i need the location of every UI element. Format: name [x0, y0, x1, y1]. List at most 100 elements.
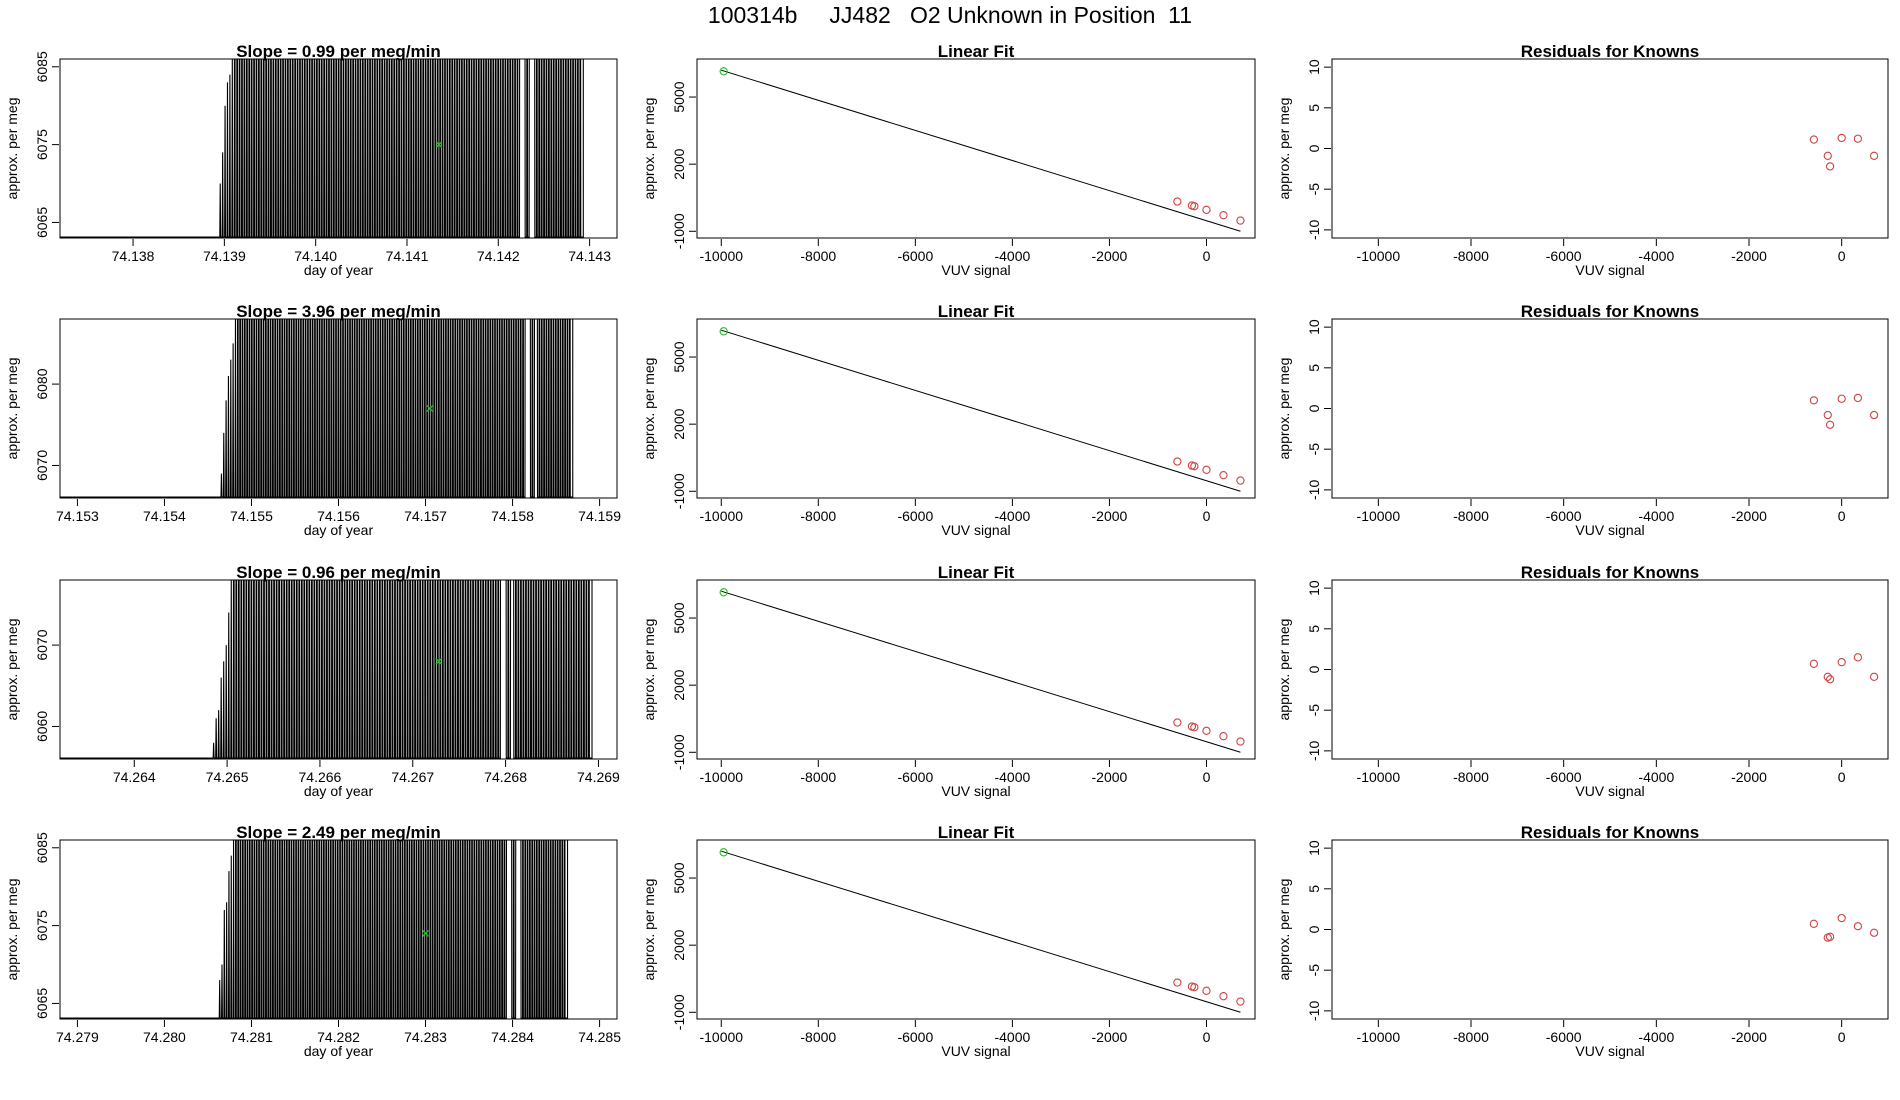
y-tick-label: 6065 [34, 988, 50, 1019]
residual-point [1869, 151, 1879, 160]
y-tick-label: 2000 [671, 148, 687, 179]
x-tick-label: 74.284 [491, 1029, 534, 1045]
y-tick-label: 5000 [671, 862, 687, 893]
x-tick-label: -10000 [1357, 248, 1401, 264]
y-axis-label: approx. per meg [4, 619, 20, 721]
linear-fit-title: Linear Fit [938, 823, 1015, 842]
time-series-panel: 74.138 74.139 74.140 74.141 74.142 74.143 6065… [4, 42, 618, 278]
y-axis-label: approx. per meg [641, 98, 657, 200]
x-tick-label: 74.281 [230, 1029, 273, 1045]
unknown-point-marker [422, 929, 430, 937]
x-tick-label: 74.141 [386, 248, 429, 264]
x-tick-label: -10000 [1357, 769, 1401, 785]
known-point [1190, 983, 1199, 992]
plot-frame [1331, 839, 1889, 1020]
time-series-panel: 74.279 74.280 74.281 74.282 74.283 74.284 74.2… [4, 823, 621, 1059]
y-tick-label: 5000 [671, 602, 687, 633]
x-tick-label: 0 [1203, 508, 1211, 524]
residual-point [1837, 394, 1846, 403]
x-tick-label: -8000 [800, 508, 836, 524]
x-tick-label: -4000 [1638, 248, 1674, 264]
residual-point [1853, 922, 1863, 931]
plot-frame [1331, 58, 1889, 239]
y-axis-label: approx. per meg [1276, 619, 1292, 721]
residual-point [1825, 420, 1835, 429]
x-tick-label: 74.283 [404, 1029, 447, 1045]
x-tick-label: -8000 [800, 1029, 836, 1045]
x-tick-label: 74.267 [391, 769, 434, 785]
known-point [1219, 211, 1228, 220]
y-tick-label: 5000 [671, 341, 687, 372]
y-tick-label: 0 [1306, 925, 1322, 933]
y-tick-label: -1000 [671, 213, 687, 249]
trace-group [60, 840, 569, 1019]
linear-fit-panel: -10000 -8000 -6000 -4000 -2000 0 -1000 2000 5000… [641, 42, 1256, 278]
known-point [1202, 205, 1211, 214]
plot-frame [696, 318, 1256, 499]
plot-frame [59, 579, 618, 760]
residual-point [1823, 151, 1832, 160]
x-tick-label: -2000 [1092, 508, 1128, 524]
x-tick-label: -8000 [800, 769, 836, 785]
y-tick-label: 0 [1306, 404, 1322, 412]
x-tick-label: -10000 [1357, 508, 1401, 524]
x-tick-label: -10000 [699, 769, 743, 785]
x-tick-label: -2000 [1731, 1029, 1767, 1045]
y-tick-label: 6070 [34, 450, 50, 481]
x-tick-label: 0 [1203, 1029, 1211, 1045]
residuals-panel: -10000 -8000 -6000 -4000 -2000 0 -10 -5 0 5 10 Resi… [1276, 42, 1889, 278]
plot-frame [696, 579, 1256, 760]
y-tick-label: 6085 [34, 832, 50, 863]
x-tick-label: -2000 [1092, 1029, 1128, 1045]
x-tick-label: -10000 [699, 1029, 743, 1045]
unknown-point [719, 327, 728, 336]
x-tick-label: -10000 [699, 248, 743, 264]
x-tick-label: 74.153 [56, 508, 99, 524]
x-axis-label: day of year [304, 522, 374, 538]
residual-point [1825, 675, 1835, 684]
y-axis-label: approx. per meg [1276, 879, 1292, 981]
known-point [1173, 457, 1182, 466]
x-tick-label: -6000 [897, 248, 933, 264]
x-tick-label: 0 [1203, 769, 1211, 785]
x-tick-label: -6000 [897, 769, 933, 785]
y-tick-label: 10 [1306, 59, 1322, 75]
residuals-panel: -10000 -8000 -6000 -4000 -2000 0 -10 -5 0 5 10 Resi… [1276, 302, 1889, 538]
x-tick-label: -8000 [800, 248, 836, 264]
unknown-point [719, 848, 728, 857]
x-tick-label: -4000 [1638, 769, 1674, 785]
x-axis-label: VUV signal [1575, 1043, 1644, 1059]
y-axis-label: approx. per meg [641, 619, 657, 721]
known-point [1219, 471, 1228, 480]
y-tick-label: 0 [1306, 665, 1322, 673]
y-tick-label: 5000 [671, 81, 687, 112]
x-tick-label: -2000 [1731, 508, 1767, 524]
y-tick-label: 5 [1306, 104, 1322, 112]
unknown-point [719, 67, 728, 76]
y-tick-label: -5 [1306, 183, 1322, 196]
x-tick-label: 74.265 [206, 769, 249, 785]
trace-line [212, 580, 593, 759]
residuals-title: Residuals for Knowns [1521, 823, 1700, 842]
x-axis-label: VUV signal [1575, 783, 1644, 799]
x-tick-label: 74.156 [317, 508, 360, 524]
plot-frame [59, 58, 618, 239]
known-point [1190, 202, 1199, 211]
x-tick-label: 74.279 [56, 1029, 99, 1045]
x-tick-label: -4000 [1638, 1029, 1674, 1045]
known-point [1173, 718, 1182, 727]
residuals-panel: -10000 -8000 -6000 -4000 -2000 0 -10 -5 0 5 10 Resi… [1276, 563, 1889, 799]
known-point [1236, 737, 1245, 746]
known-point [1219, 732, 1228, 741]
linear-fit-panel: -10000 -8000 -6000 -4000 -2000 0 -1000 2000 5000… [641, 823, 1256, 1059]
x-axis-label: VUV signal [941, 783, 1010, 799]
x-tick-label: 0 [1203, 248, 1211, 264]
linear-fit-title: Linear Fit [938, 563, 1015, 582]
x-tick-label: 0 [1838, 248, 1846, 264]
known-point [1190, 723, 1199, 732]
plot-frame [1331, 579, 1889, 760]
y-tick-label: 6065 [34, 207, 50, 238]
x-tick-label: -2000 [1731, 769, 1767, 785]
known-point [1202, 465, 1211, 474]
residual-point [1869, 410, 1879, 420]
